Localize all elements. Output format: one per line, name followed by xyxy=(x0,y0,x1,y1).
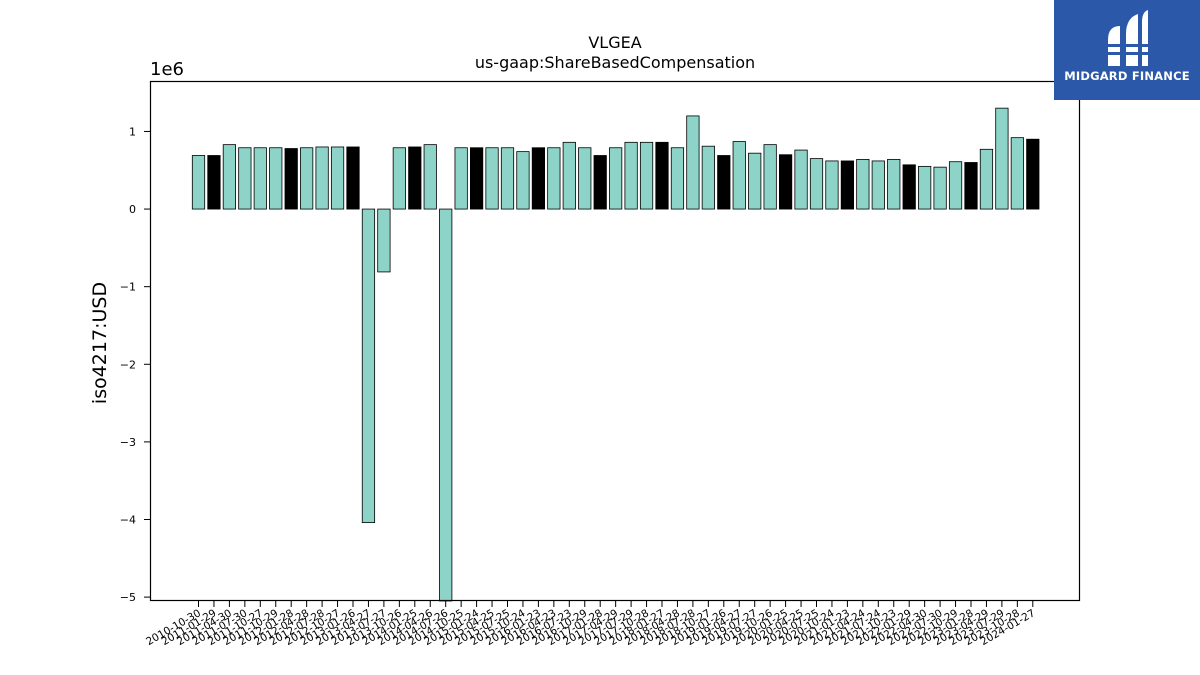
bar-2012-07-28 xyxy=(315,146,329,210)
bar-2023-10-28 xyxy=(1010,137,1024,210)
bar-2024-01-27 xyxy=(1026,138,1040,210)
bar-2010-10-30 xyxy=(191,155,206,210)
bar-2011-01-29 xyxy=(207,155,221,210)
bar-2019-07-27 xyxy=(748,152,762,210)
bar-2021-01-23 xyxy=(840,160,855,210)
bar-2013-07-27 xyxy=(377,208,391,273)
bar-2015-01-24 xyxy=(469,147,484,210)
y-axis-label: iso4217:USD xyxy=(89,282,111,404)
y-tick-label: −2 xyxy=(120,358,136,371)
bar-2014-04-26 xyxy=(423,144,437,210)
bar-2015-10-24 xyxy=(516,151,530,210)
chart-title: VLGEA xyxy=(588,33,641,52)
bar-2023-01-28 xyxy=(964,162,978,210)
bar-2018-07-28 xyxy=(686,115,700,210)
bar-2017-01-28 xyxy=(593,155,607,210)
bar-2015-04-25 xyxy=(485,147,499,210)
bar-2013-10-26 xyxy=(392,147,406,210)
bar-2016-04-23 xyxy=(547,147,561,210)
bar-2019-10-26 xyxy=(763,144,777,210)
bar-2020-04-25 xyxy=(794,149,808,210)
bars-group xyxy=(191,107,1040,602)
bar-2021-04-24 xyxy=(856,158,870,210)
bar-2013-04-27 xyxy=(361,208,376,524)
bar-2012-10-27 xyxy=(330,146,345,210)
bar-2022-07-30 xyxy=(933,166,947,210)
bar-2021-10-23 xyxy=(887,158,901,210)
bar-2019-04-27 xyxy=(732,141,746,210)
y-tick-label: 0 xyxy=(129,203,136,216)
bar-2011-07-30 xyxy=(238,147,252,210)
bar-2014-07-26 xyxy=(439,208,453,602)
bar-2011-10-29 xyxy=(269,147,283,210)
bar-2017-10-28 xyxy=(639,141,654,210)
bar-2022-01-29 xyxy=(902,164,916,210)
bar-2014-10-25 xyxy=(454,147,468,210)
bar-2022-04-30 xyxy=(918,165,932,210)
bar-2020-10-24 xyxy=(825,160,839,210)
bar-2022-10-29 xyxy=(948,161,963,210)
y-tick-label: −5 xyxy=(120,591,136,604)
bar-2011-04-30 xyxy=(222,144,236,210)
bar-2012-04-28 xyxy=(300,147,314,210)
bar-2016-07-23 xyxy=(562,141,576,210)
bar-2021-07-24 xyxy=(871,160,885,210)
bar-2020-07-25 xyxy=(809,158,824,210)
y-tick-label: −1 xyxy=(120,281,136,294)
y-scale-label: 1e6 xyxy=(150,59,184,80)
bar-2023-04-29 xyxy=(979,148,994,210)
bar-2020-01-25 xyxy=(779,154,793,210)
bar-2013-01-26 xyxy=(346,146,360,210)
y-tick-label: −4 xyxy=(120,514,136,527)
y-tick-label: −3 xyxy=(120,436,136,449)
bar-2023-07-29 xyxy=(995,107,1009,210)
midgard-finance-logo: MIDGARD FINANCE xyxy=(1054,0,1200,100)
bar-2019-01-26 xyxy=(717,155,731,210)
logo-text: MIDGARD FINANCE xyxy=(1064,69,1190,83)
y-tick-label: 1 xyxy=(129,125,136,138)
y-axis: −5 −4 −3 −2 −1 0 1 xyxy=(120,125,150,604)
bar-2014-01-25 xyxy=(408,146,422,210)
bar-2012-01-28 xyxy=(284,148,298,210)
chart-subtitle: us-gaap:ShareBasedCompensation xyxy=(475,53,755,72)
bar-2016-10-29 xyxy=(578,147,592,210)
x-axis: 2010-10-302011-01-292011-04-302011-07-30… xyxy=(144,601,1037,648)
bar-2018-04-28 xyxy=(670,147,685,210)
logo-mark-icon xyxy=(1104,10,1150,66)
bar-2018-10-27 xyxy=(701,145,715,210)
bar-2017-04-29 xyxy=(609,147,623,210)
bar-2015-07-25 xyxy=(500,147,515,210)
bar-2016-01-23 xyxy=(531,147,546,210)
bar-2018-01-27 xyxy=(655,141,669,210)
plot-frame xyxy=(149,80,1081,602)
bar-2011-10-27 xyxy=(253,147,267,210)
bar-2017-07-29 xyxy=(624,141,638,210)
